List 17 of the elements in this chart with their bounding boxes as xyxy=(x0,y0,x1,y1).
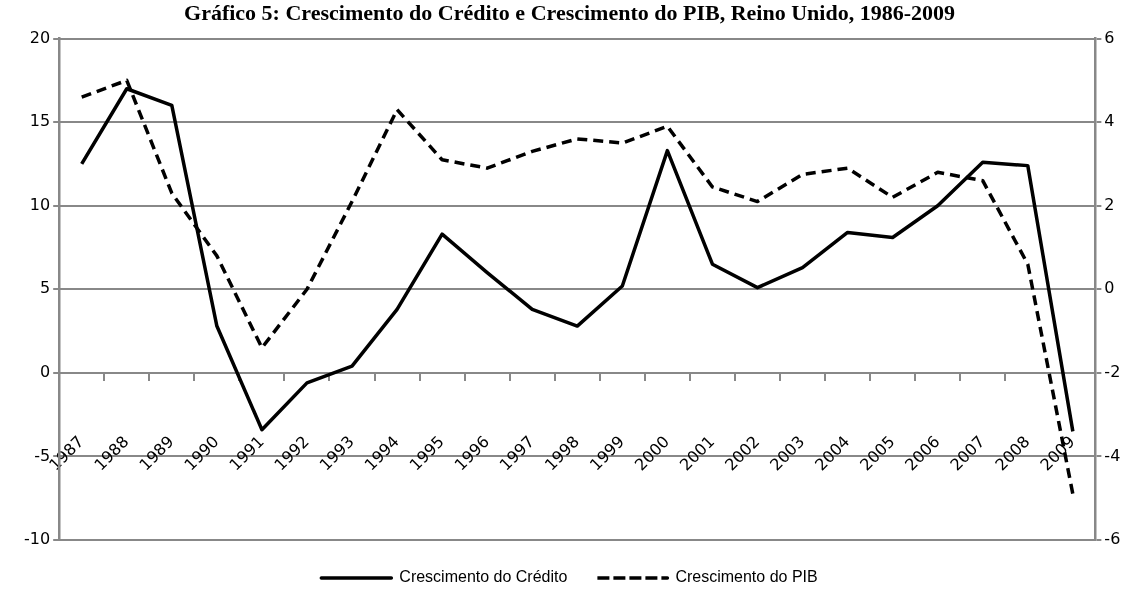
y-tick-label: 0 xyxy=(40,362,51,382)
y2-tick-label: 4 xyxy=(1104,111,1115,131)
y-tick-label: 15 xyxy=(29,111,51,131)
y-tick-label: -10 xyxy=(24,529,51,549)
y2-tick-label: 2 xyxy=(1104,194,1115,214)
y2-tick-label: 0 xyxy=(1104,278,1115,298)
y-tick-label: 20 xyxy=(29,27,51,47)
legend-label: Crescimento do Crédito xyxy=(399,568,568,586)
y-tick-label: 10 xyxy=(29,194,51,214)
y-tick-label: 5 xyxy=(40,278,51,298)
y2-tick-label: 6 xyxy=(1104,27,1115,47)
legend-label: Crescimento do PIB xyxy=(675,568,818,586)
y2-tick-label: -2 xyxy=(1104,362,1121,382)
y2-tick-label: -6 xyxy=(1104,529,1121,549)
chart-title: Gráfico 5: Crescimento do Crédito e Crescimento do PIB, Reino Unido, 1986-2009 xyxy=(183,0,956,26)
line-series xyxy=(79,78,1075,496)
y2-tick-label: -4 xyxy=(1104,445,1121,465)
